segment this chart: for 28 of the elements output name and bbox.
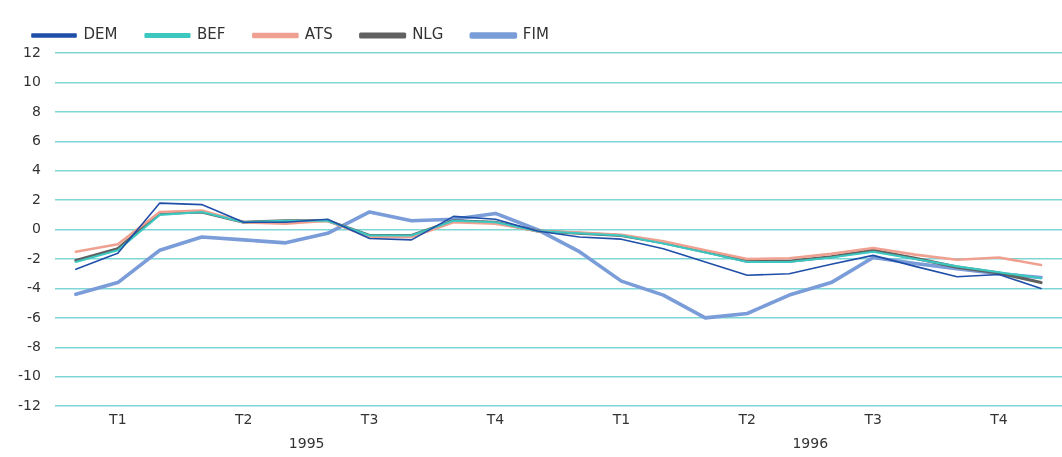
legend-label: ATS (304, 25, 333, 44)
x-tick-label: T1 (108, 411, 127, 428)
y-tick-label: -4 (26, 279, 41, 296)
x-tick-label: T1 (611, 411, 631, 428)
legend-label: BEF (196, 25, 226, 44)
y-tick-label: 4 (31, 161, 41, 178)
text: 1995 (288, 434, 325, 451)
legend-label: DEM (83, 25, 118, 44)
y-tick-label: 2 (31, 190, 41, 207)
y-tick-label: 10 (23, 73, 41, 90)
legend-label: FIM (522, 25, 549, 44)
x-tick-label: T4 (989, 411, 1008, 428)
x-tick-label: T2 (737, 411, 757, 428)
text: 1996 (792, 434, 829, 451)
y-tick-label: 0 (31, 220, 41, 237)
legend-label: NLG (412, 25, 444, 44)
y-tick-label: -12 (17, 396, 41, 413)
y-tick-label: -6 (26, 308, 41, 325)
x-tick-label: T3 (863, 411, 882, 428)
x-tick-label: T4 (485, 411, 505, 428)
x-tick-label: T3 (359, 411, 379, 428)
y-tick-label: 12 (23, 43, 41, 60)
x-tick-label: T2 (233, 411, 253, 428)
y-tick-label: -8 (26, 337, 41, 354)
y-tick-label: 6 (31, 131, 41, 148)
y-tick-label: -2 (26, 249, 41, 266)
y-tick-label: -10 (17, 367, 41, 384)
y-tick-label: 8 (31, 102, 41, 119)
